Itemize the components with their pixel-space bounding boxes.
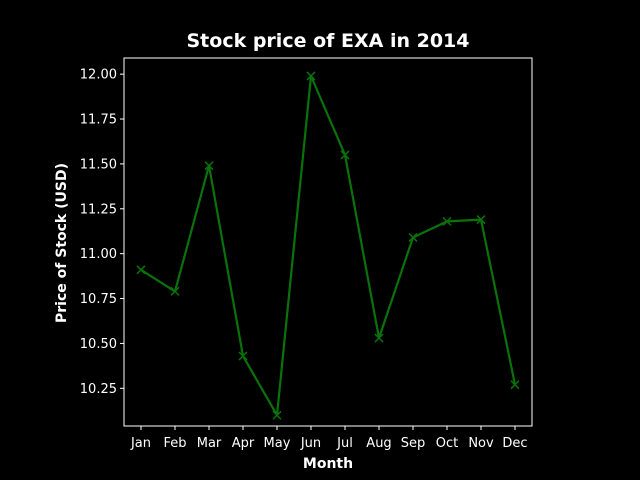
y-axis-ticks: 10.25 10.50 10.75 11.00 11.25 11.50 11.75 12.00 xyxy=(80,68,124,397)
x-tick-label: Jun xyxy=(300,436,321,451)
x-axis-label: Month xyxy=(303,456,353,472)
x-tick-label: Nov xyxy=(468,436,494,451)
y-tick-label: 11.50 xyxy=(80,157,117,172)
x-tick-label: Dec xyxy=(502,436,527,451)
data-point-marker xyxy=(510,380,520,390)
x-tick-label: Jan xyxy=(130,436,151,451)
y-tick-label: 11.00 xyxy=(80,247,117,262)
data-point-marker xyxy=(170,286,180,296)
data-point-marker xyxy=(340,150,350,160)
x-tick-label: Oct xyxy=(436,436,458,451)
x-tick-label: Aug xyxy=(366,436,391,451)
y-tick-label: 10.75 xyxy=(80,292,117,307)
x-tick-label: May xyxy=(264,436,291,451)
x-tick-label: Feb xyxy=(163,436,186,451)
y-axis-label: Price of Stock (USD) xyxy=(54,163,70,323)
y-tick-label: 10.25 xyxy=(80,382,117,397)
x-tick-label: Jul xyxy=(336,436,353,451)
data-point-marker xyxy=(272,410,282,420)
data-point-marker xyxy=(476,215,486,225)
data-point-marker xyxy=(238,351,248,361)
data-point-marker xyxy=(204,161,214,171)
y-tick-label: 10.50 xyxy=(80,337,117,352)
x-tick-label: Sep xyxy=(401,436,426,451)
chart-title: Stock price of EXA in 2014 xyxy=(187,30,470,52)
x-tick-label: Mar xyxy=(197,436,222,451)
x-axis-ticks: Jan Feb Mar Apr May Jun Jul Aug Sep Oct Nov Dec xyxy=(130,426,528,451)
data-point-marker xyxy=(136,265,146,275)
y-tick-label: 12.00 xyxy=(80,68,117,83)
x-tick-label: Apr xyxy=(232,436,255,451)
plot-frame xyxy=(123,57,533,427)
data-series xyxy=(136,71,520,420)
data-point-marker xyxy=(442,216,452,226)
y-tick-label: 11.75 xyxy=(80,113,117,128)
data-point-marker xyxy=(306,71,316,81)
data-point-marker xyxy=(408,232,418,243)
y-tick-label: 11.25 xyxy=(80,202,117,217)
series-line xyxy=(140,74,517,417)
data-point-marker xyxy=(374,333,384,343)
